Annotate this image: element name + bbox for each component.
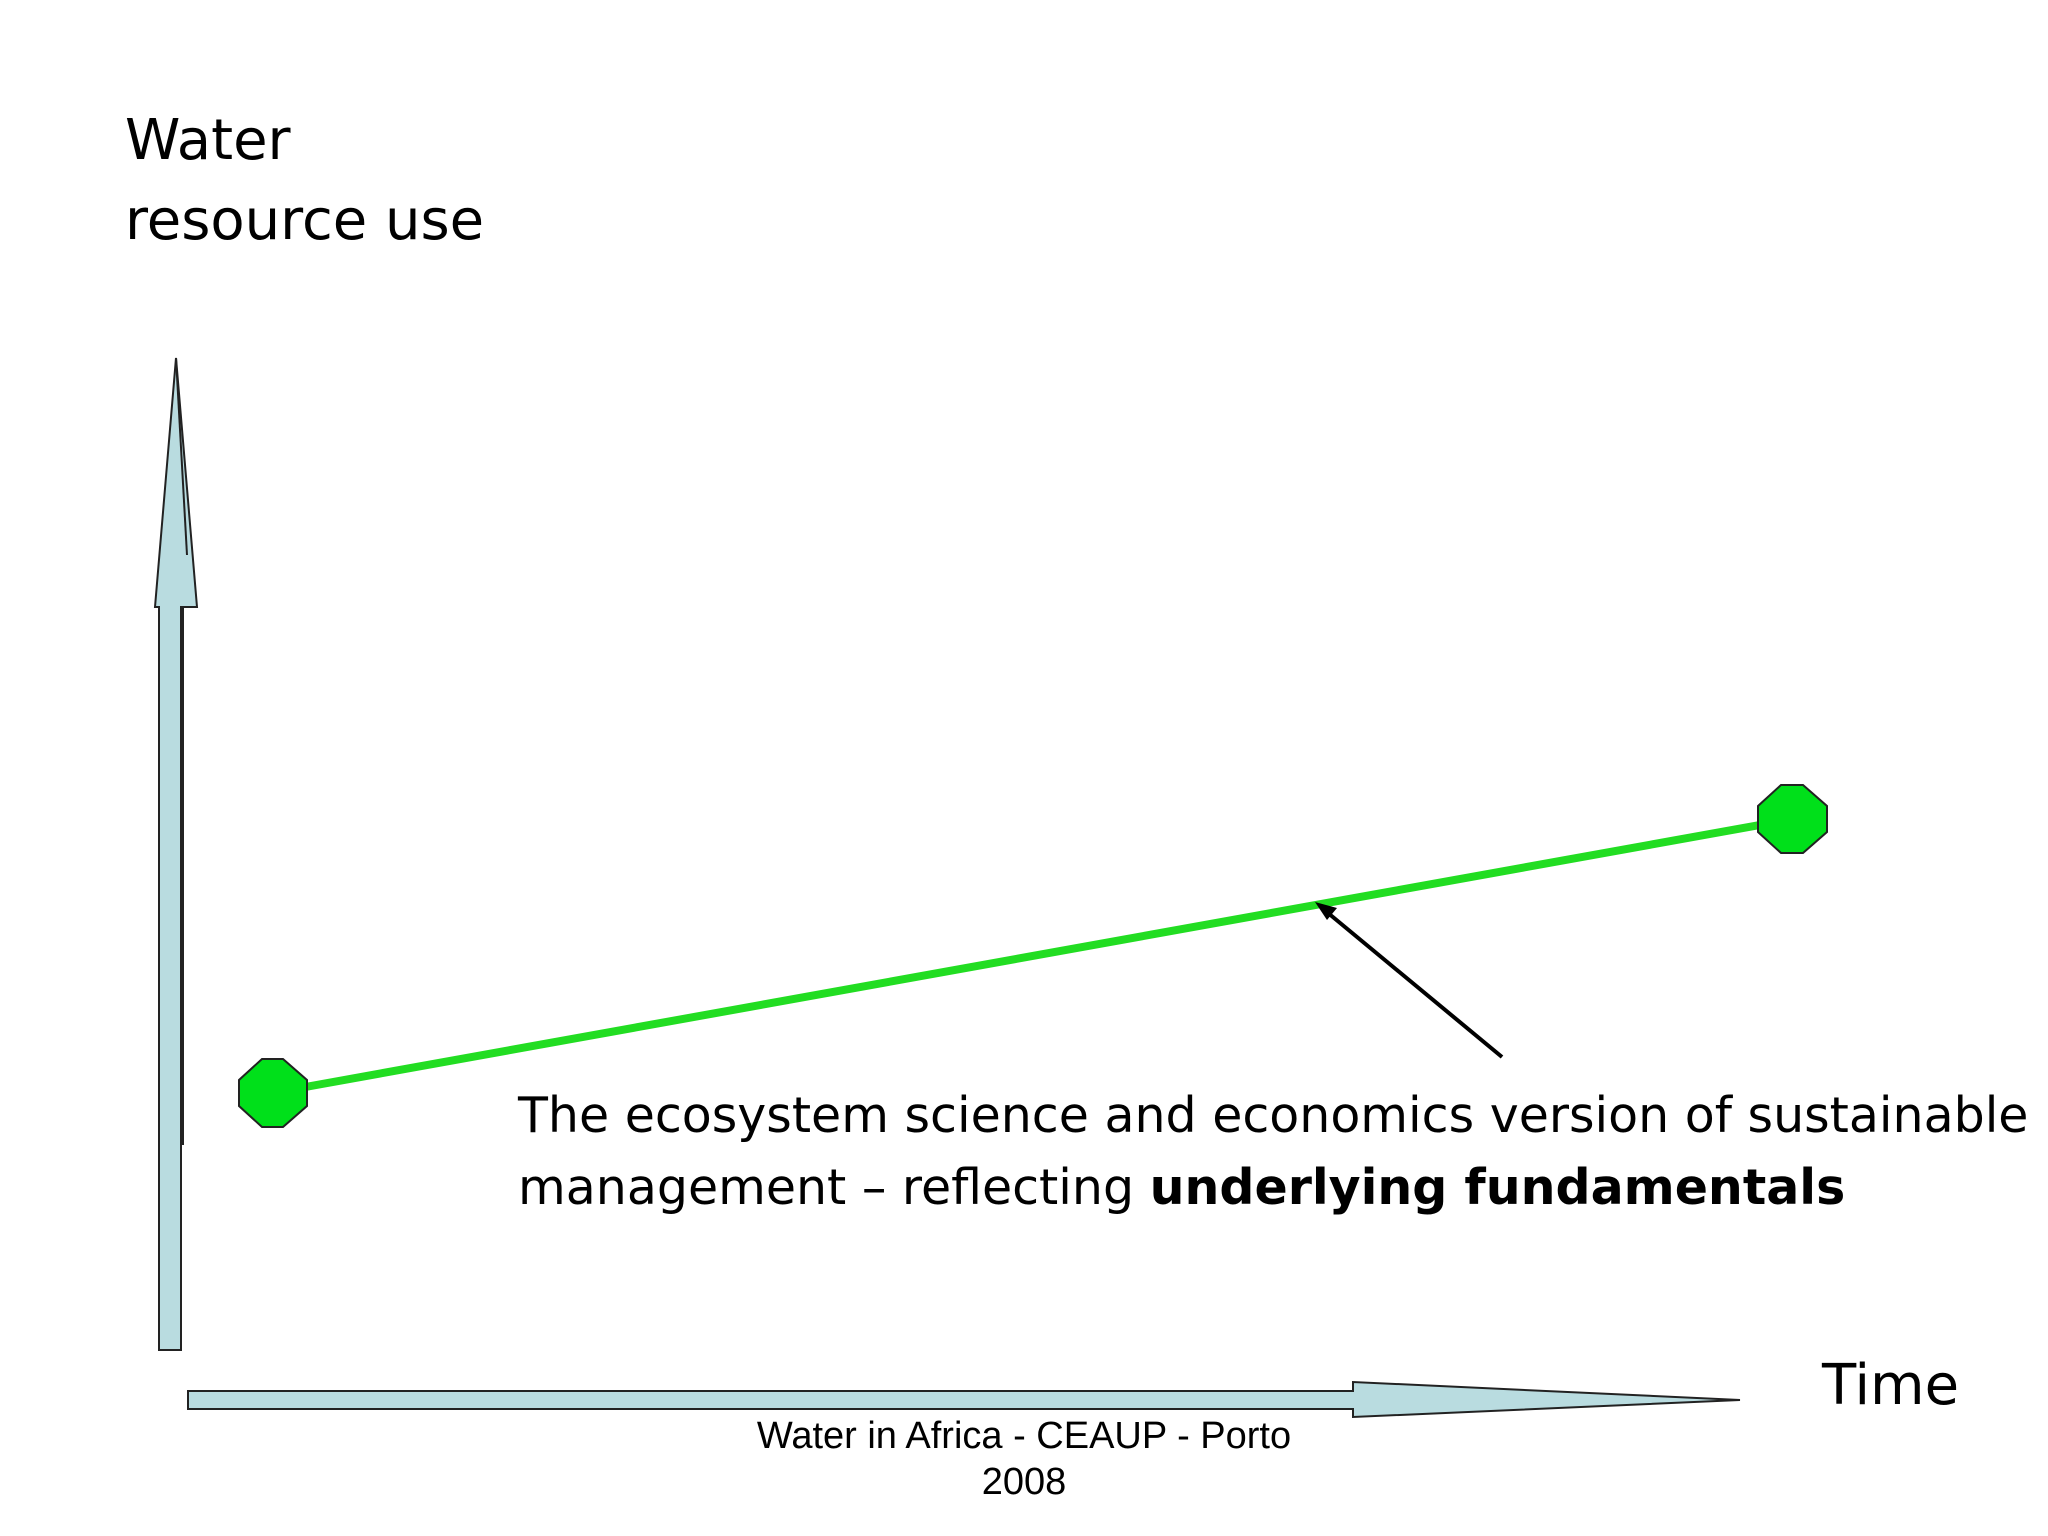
annotation-line2: management – reflecting underlying funda… xyxy=(518,1152,2028,1224)
x-axis-arrow xyxy=(187,1380,1741,1419)
slide-footer: Water in Africa - CEAUP - Porto 2008 xyxy=(624,1413,1424,1505)
x-axis-label: Time xyxy=(1822,1353,1960,1418)
annotation-text: The ecosystem science and economics vers… xyxy=(518,1080,2028,1224)
trajectory-end-marker xyxy=(1757,784,1828,854)
footer-line1: Water in Africa - CEAUP - Porto xyxy=(756,1415,1292,1457)
footer-line2: 2008 xyxy=(981,1461,1067,1503)
annotation-pointer-arrow xyxy=(1320,906,1504,1059)
annotation-pointer-arrowhead xyxy=(1315,902,1337,920)
annotation-emphasis: underlying fundamentals xyxy=(1149,1159,1846,1216)
annotation-line2-prefix: management – reflecting xyxy=(518,1159,1150,1216)
sustainable-trajectory-line xyxy=(271,815,1794,1097)
y-axis-tip-line xyxy=(175,357,188,556)
y-axis-label-line1: Water xyxy=(125,108,291,173)
y-axis-label-line2: resource use xyxy=(125,188,485,253)
annotation-line1: The ecosystem science and economics vers… xyxy=(518,1087,2029,1144)
y-axis-arrow xyxy=(153,357,199,1351)
trajectory-start-marker xyxy=(238,1058,308,1128)
